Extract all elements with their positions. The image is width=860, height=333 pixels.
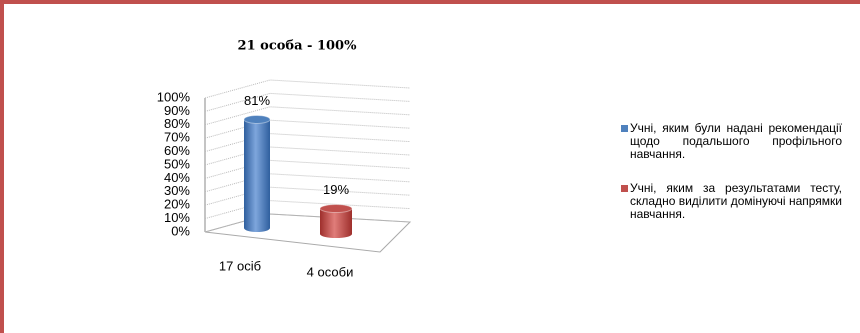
y-tick-label: 80% xyxy=(164,116,190,131)
legend-swatch xyxy=(621,125,628,132)
cylinder-body xyxy=(244,119,270,228)
legend-label: Учні, яким за результатами тесту, складн… xyxy=(630,181,842,221)
grid-line xyxy=(204,213,411,233)
y-tick-label: 40% xyxy=(164,170,190,185)
y-tick-label: 50% xyxy=(164,156,190,171)
grid-line xyxy=(204,173,411,193)
cylinder-top xyxy=(319,204,353,214)
y-tick-label: 60% xyxy=(164,143,190,158)
grid-line xyxy=(204,79,411,99)
grid-line xyxy=(204,200,411,220)
cylinder xyxy=(319,204,353,238)
grid-line xyxy=(204,159,411,179)
cylinder-body xyxy=(320,208,352,234)
grid-line xyxy=(204,133,411,153)
y-tick-label: 20% xyxy=(164,197,190,212)
y-tick-label: 10% xyxy=(164,210,190,225)
x-tick-label: 17 осіб xyxy=(219,258,261,273)
legend-swatch xyxy=(621,185,628,192)
cylinder-top xyxy=(243,114,271,124)
y-tick-label: 0% xyxy=(171,223,190,238)
y-tick-label: 90% xyxy=(164,103,190,118)
data-label: 19% xyxy=(323,182,349,197)
grid-line xyxy=(204,92,411,112)
cylinder xyxy=(243,114,271,232)
y-tick-label: 30% xyxy=(164,183,190,198)
floor xyxy=(204,213,412,253)
data-label: 81% xyxy=(244,93,270,108)
grid-line xyxy=(204,146,411,166)
y-tick-label: 100% xyxy=(157,89,191,104)
legend-label: Учні, яким були надані рекомендації щодо… xyxy=(630,121,842,161)
grid-line xyxy=(204,119,411,139)
grid-line xyxy=(204,186,411,206)
y-tick-label: 70% xyxy=(164,130,190,145)
x-tick-label: 4 особи xyxy=(307,264,354,279)
grid-line xyxy=(204,106,411,126)
chart-title: 21 особа - 100% xyxy=(238,39,358,54)
